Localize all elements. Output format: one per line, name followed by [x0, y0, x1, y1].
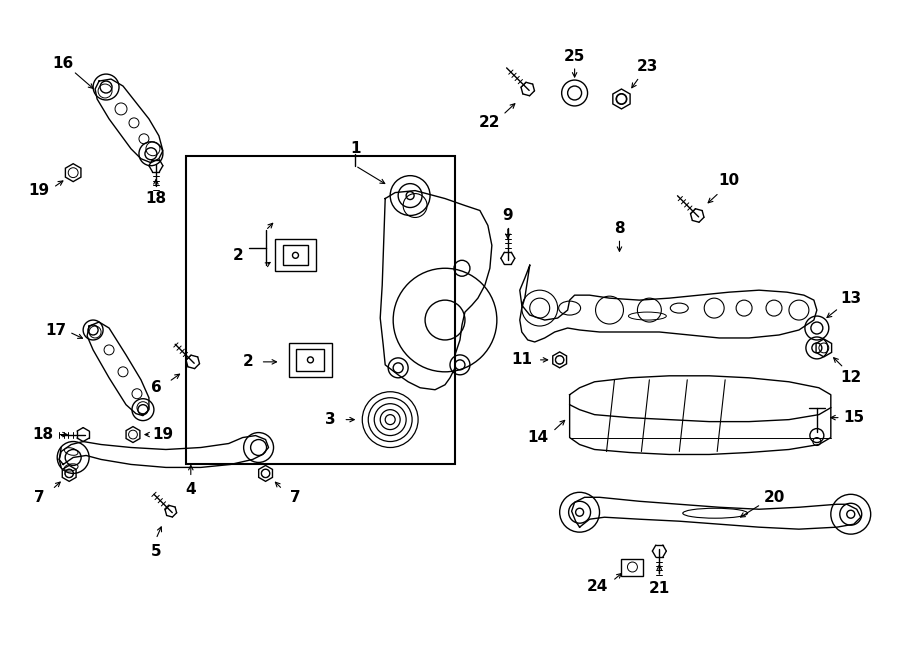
- Text: 16: 16: [52, 56, 74, 71]
- Text: 15: 15: [843, 410, 864, 425]
- Bar: [274, 239, 317, 271]
- Text: 9: 9: [502, 208, 513, 223]
- Bar: [185, 156, 455, 465]
- Text: 5: 5: [150, 543, 161, 559]
- Text: 10: 10: [718, 173, 740, 188]
- Text: 19: 19: [152, 427, 174, 442]
- Text: 2: 2: [243, 354, 254, 369]
- Bar: [283, 245, 309, 265]
- Text: 17: 17: [46, 323, 67, 338]
- Text: 8: 8: [614, 221, 625, 236]
- Text: 7: 7: [290, 490, 301, 505]
- Text: 24: 24: [587, 580, 608, 594]
- Text: 12: 12: [840, 370, 861, 385]
- Text: 18: 18: [32, 427, 54, 442]
- Text: 2: 2: [232, 248, 243, 263]
- Text: 19: 19: [29, 183, 50, 198]
- Text: 21: 21: [649, 582, 670, 596]
- Text: 6: 6: [150, 380, 161, 395]
- Text: 3: 3: [325, 412, 336, 427]
- Text: 20: 20: [763, 490, 785, 505]
- Text: 23: 23: [636, 59, 658, 73]
- Text: 18: 18: [145, 191, 166, 206]
- Text: 14: 14: [527, 430, 548, 445]
- Text: 25: 25: [564, 49, 585, 63]
- Bar: [296, 349, 324, 371]
- Text: 11: 11: [511, 352, 532, 368]
- Text: 7: 7: [34, 490, 45, 505]
- Text: 1: 1: [350, 141, 361, 156]
- Bar: [622, 559, 644, 576]
- Bar: [289, 343, 332, 377]
- Text: 13: 13: [841, 291, 861, 305]
- Text: 4: 4: [185, 482, 196, 497]
- Text: 22: 22: [479, 116, 500, 130]
